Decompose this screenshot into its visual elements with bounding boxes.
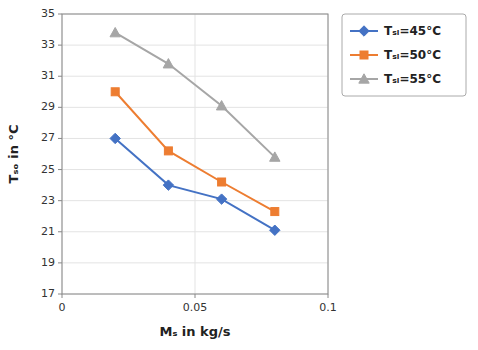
plot-frame xyxy=(62,14,328,294)
series-marker xyxy=(111,88,119,96)
series-marker xyxy=(164,147,172,155)
tick-y xyxy=(58,14,62,15)
tick-label-y: 33 xyxy=(41,38,55,51)
grid xyxy=(62,14,328,294)
legend-box xyxy=(342,14,466,96)
legend-label: Tₛᵢ=50°C xyxy=(384,48,441,62)
tick-y xyxy=(58,138,62,139)
series-marker xyxy=(163,59,173,68)
tick-y xyxy=(58,200,62,201)
legend-marker xyxy=(359,74,369,83)
tick-label-x: 0.1 xyxy=(319,301,337,314)
legend-label: Tₛᵢ=45°C xyxy=(384,24,441,38)
tick-x xyxy=(195,294,196,298)
tick-y xyxy=(58,294,62,295)
tick-label-y: 27 xyxy=(41,131,55,144)
tick-label-y: 25 xyxy=(41,163,55,176)
axes: 17 19 21 23 25 27 29 31 33 35 0 0.05 0.1 xyxy=(41,7,337,314)
tick-y xyxy=(58,169,62,170)
tick-label-y: 35 xyxy=(41,7,55,20)
grid-line-x xyxy=(195,14,196,294)
legend-marker xyxy=(359,26,369,36)
tick-y xyxy=(58,231,62,232)
series-line xyxy=(115,138,275,230)
tick-label-y: 19 xyxy=(41,256,55,269)
tick-label-y: 21 xyxy=(41,225,55,238)
series-marker xyxy=(216,194,226,204)
tick-label-y: 17 xyxy=(41,287,55,300)
legend-marker xyxy=(360,51,368,59)
x-axis-label: Mₛ in kg/s xyxy=(159,324,230,339)
tick-y xyxy=(58,107,62,108)
tick-y xyxy=(58,76,62,77)
tick-label-y: 23 xyxy=(41,194,55,207)
series-marker xyxy=(270,152,280,161)
tick-x xyxy=(328,294,329,298)
legend-label: Tₛᵢ=55°C xyxy=(384,72,441,86)
tick-label-x: 0 xyxy=(59,301,66,314)
series-marker xyxy=(110,27,120,36)
series-line xyxy=(115,92,275,212)
series-marker xyxy=(270,225,280,235)
chart: 17 19 21 23 25 27 29 31 33 35 0 0.05 0.1 Mₛ in kg/s Tₛ… xyxy=(0,0,478,350)
tick-label-y: 29 xyxy=(41,100,55,113)
series-marker xyxy=(218,178,226,186)
series-marker xyxy=(216,101,226,110)
series-marker xyxy=(163,180,173,190)
tick-x xyxy=(62,294,63,298)
y-axis-label: Tₛₒ in °C xyxy=(6,125,21,184)
plot-area xyxy=(110,27,280,235)
legend: Tₛᵢ=45°C Tₛᵢ=50°C Tₛᵢ=55°C xyxy=(342,14,466,96)
tick-y xyxy=(58,45,62,46)
series-marker xyxy=(110,133,120,143)
series-line xyxy=(115,33,275,157)
series-marker xyxy=(271,208,279,216)
tick-y xyxy=(58,262,62,263)
tick-label-y: 31 xyxy=(41,69,55,82)
tick-label-x: 0.05 xyxy=(183,301,208,314)
